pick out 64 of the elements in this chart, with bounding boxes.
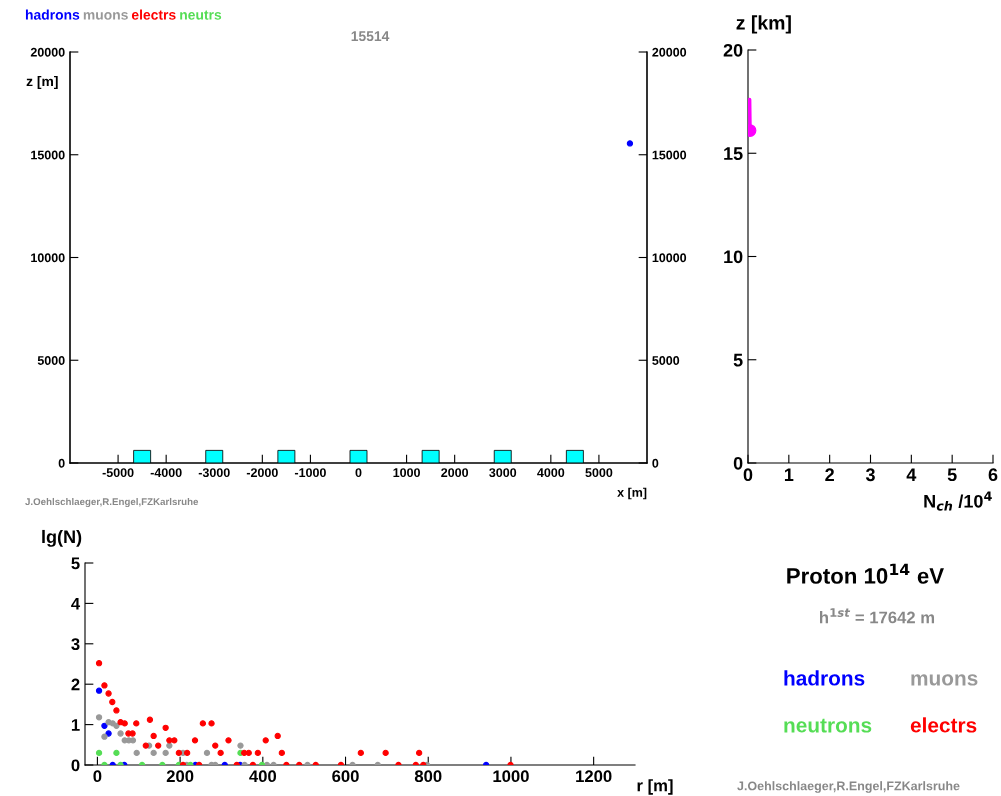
text: muons bbox=[911, 674, 978, 686]
x-tick-label: 6 bbox=[988, 468, 998, 482]
legend-label: neutrs bbox=[180, 10, 222, 20]
y2-tick-label: 5000 bbox=[652, 356, 680, 365]
x-tick-label: 0 bbox=[93, 770, 102, 783]
x-tick-label: 1200 bbox=[576, 770, 612, 783]
x-axis-title: r [m] bbox=[637, 779, 673, 795]
text: h$^{1st}$ = 17642 m bbox=[820, 608, 935, 624]
x-tick-label: 800 bbox=[414, 770, 442, 783]
text: hadrons bbox=[25, 9, 80, 20]
x-tick-label: 4000 bbox=[537, 468, 565, 478]
x-tick-label: 0 bbox=[743, 468, 753, 482]
text: J.Oehlschlaeger,R.Engel,FZKarlsruhe bbox=[737, 781, 960, 793]
y-tick-label: 10 bbox=[724, 250, 743, 264]
x-tick-label: 400 bbox=[249, 770, 277, 783]
x-axis-title: x [m] bbox=[617, 487, 647, 500]
y-axis-title: lg(N) bbox=[42, 529, 82, 547]
x-tick-label: 5 bbox=[947, 468, 957, 482]
text: electrs bbox=[910, 717, 977, 733]
x-tick-label: 5000 bbox=[585, 468, 613, 478]
y-axis-title: z [m] bbox=[26, 76, 58, 89]
x-tick-label: 3000 bbox=[489, 468, 517, 478]
x-tick-label: -5000 bbox=[102, 468, 134, 478]
text: Proton 10$^{14}$ eV bbox=[787, 563, 944, 584]
y-tick-label: 1 bbox=[71, 719, 80, 731]
y-tick-label: 0 bbox=[58, 458, 65, 468]
y-tick-label: 0 bbox=[71, 759, 80, 772]
text: neutrons bbox=[784, 718, 872, 733]
text: J.Oehlschlaeger,R.Engel,FZKarlsruhe bbox=[25, 497, 199, 508]
x-tick-label: -3000 bbox=[198, 468, 230, 478]
legend-label: muons bbox=[83, 12, 128, 20]
y-tick-label: 15000 bbox=[31, 150, 65, 160]
x-tick-label: 1000 bbox=[493, 770, 529, 783]
legend-label: electrs bbox=[131, 9, 176, 20]
x-tick-label: 3 bbox=[865, 468, 875, 482]
x-tick-label: 600 bbox=[332, 770, 359, 783]
x-tick-label: 1 bbox=[784, 468, 794, 481]
y2-tick-label: 20000 bbox=[652, 47, 687, 57]
y2-tick-label: 15000 bbox=[652, 150, 687, 160]
text: hadrons bbox=[784, 670, 865, 686]
x-tick-label: 2 bbox=[825, 468, 834, 481]
y2-tick-label: 0 bbox=[652, 458, 659, 468]
chart-title: 15514 bbox=[351, 31, 390, 42]
y-tick-label: 10000 bbox=[31, 253, 65, 263]
y-tick-label: 5 bbox=[733, 353, 743, 367]
x-tick-label: -2000 bbox=[246, 468, 278, 478]
y-tick-label: 4 bbox=[71, 597, 81, 610]
x-tick-label: -4000 bbox=[150, 468, 182, 478]
x-tick-label: 1000 bbox=[393, 468, 420, 478]
y-tick-label: 2 bbox=[71, 678, 80, 691]
y-tick-label: 20 bbox=[723, 43, 743, 57]
y-axis-title: z [km] bbox=[736, 15, 791, 34]
y-tick-label: 3 bbox=[71, 638, 80, 651]
y-tick-label: 20000 bbox=[30, 47, 65, 57]
x-axis-title: N$_{ch}$ /10$^{4}$ bbox=[924, 491, 992, 511]
x-tick-label: 2000 bbox=[441, 468, 469, 478]
x-tick-label: 200 bbox=[166, 770, 194, 783]
y-tick-label: 5000 bbox=[37, 356, 65, 365]
y-tick-label: 5 bbox=[71, 557, 80, 570]
x-tick-label: -1000 bbox=[294, 468, 326, 478]
y2-tick-label: 10000 bbox=[652, 253, 687, 263]
y-tick-label: 15 bbox=[724, 147, 743, 160]
x-tick-label: 0 bbox=[355, 468, 362, 478]
x-tick-label: 4 bbox=[906, 468, 917, 481]
